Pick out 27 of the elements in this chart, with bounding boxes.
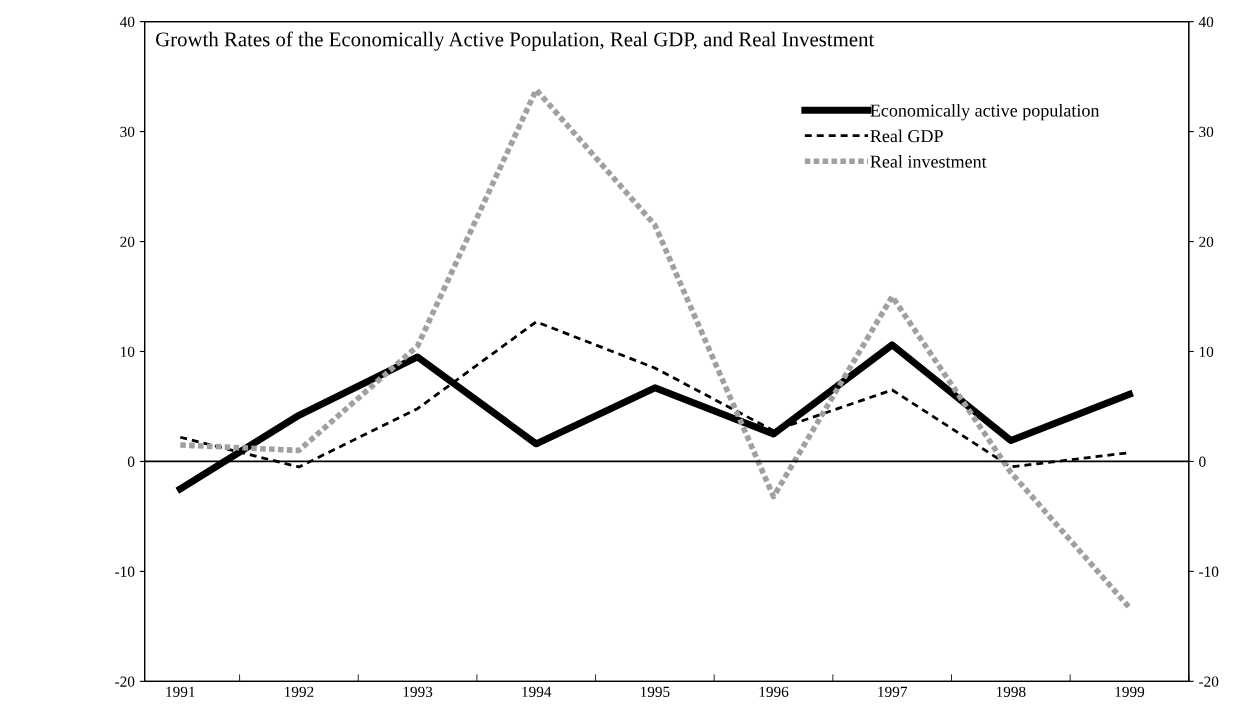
chart-title: Growth Rates of the Economically Active Population, Real GDP, and Real Investment <box>155 31 875 51</box>
y2-tick-label: 30 <box>1199 126 1214 138</box>
y2-tick-label: -10 <box>1199 566 1219 577</box>
y-tick-label: 0 <box>127 456 135 467</box>
x-tick-label: 1997 <box>878 686 908 697</box>
x-tick-label: 1999 <box>1115 686 1145 697</box>
legend-label: Real investment <box>870 155 987 168</box>
y2-tick-label: 20 <box>1199 236 1214 247</box>
y2-tick-label: 40 <box>1198 16 1214 28</box>
y-tick-label: 30 <box>120 126 135 138</box>
y2-tick-label: 0 <box>1199 456 1206 467</box>
y-tick-label: -10 <box>115 566 135 577</box>
y-tick-label: 20 <box>120 236 135 247</box>
x-tick-label: 1996 <box>759 686 789 697</box>
y-tick-label: 10 <box>121 346 135 357</box>
y-tick-label: -20 <box>115 676 135 687</box>
y2-tick-label: 10 <box>1199 346 1214 357</box>
y-tick-label: 40 <box>119 16 135 28</box>
x-tick-label: 1994 <box>522 686 552 697</box>
x-tick-label: 1992 <box>284 686 314 697</box>
legend-label: Real GDP <box>870 129 943 143</box>
x-tick-label: 1995 <box>640 686 670 697</box>
x-tick-label: 1991 <box>166 686 195 697</box>
y2-tick-label: -20 <box>1199 676 1219 687</box>
legend-label: Economically active population <box>870 103 1100 121</box>
x-tick-label: 1998 <box>996 686 1026 697</box>
x-tick-label: 1993 <box>403 686 433 697</box>
